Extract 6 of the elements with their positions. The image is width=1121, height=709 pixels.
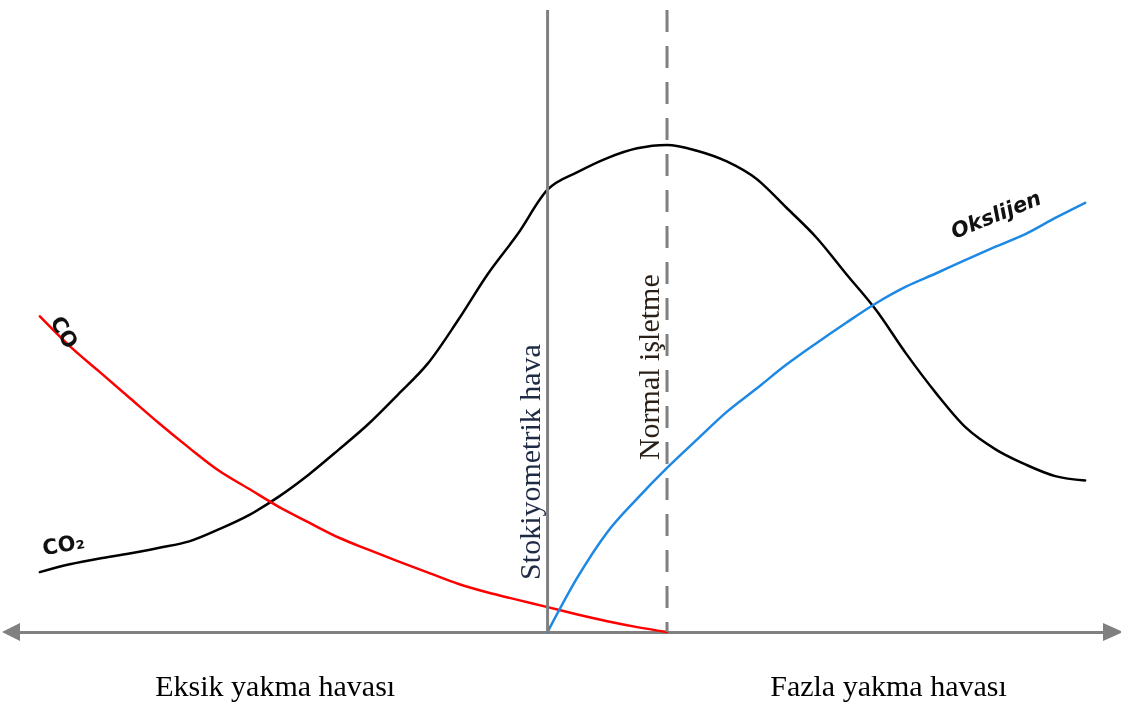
text: Stokiyometrik hava	[512, 344, 546, 580]
text: Normal işletme	[632, 274, 666, 461]
text: CO	[45, 311, 83, 353]
text: Eksik yakma havası	[155, 669, 396, 702]
text: Fazla yakma havası	[770, 669, 1007, 702]
text: CO₂	[40, 529, 87, 561]
